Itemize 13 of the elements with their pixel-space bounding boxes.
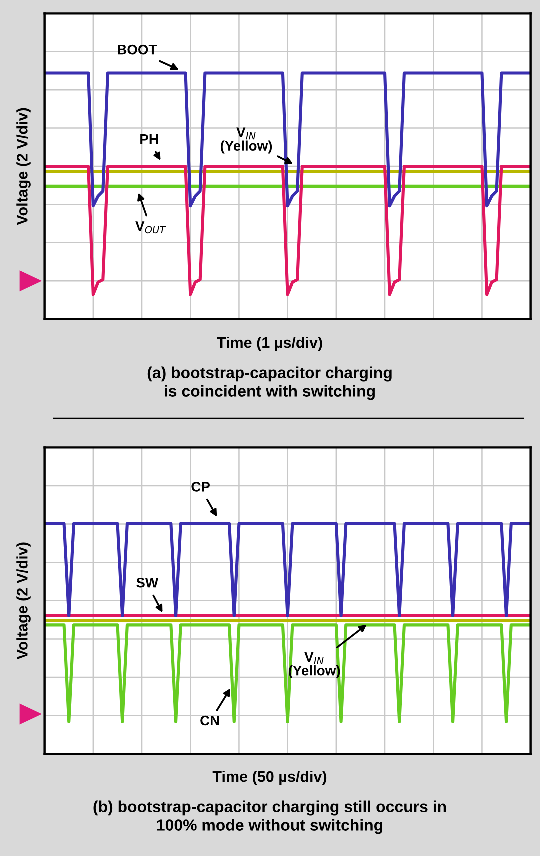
series-label: V$_{IN}$ (Yellow) bbox=[220, 128, 272, 154]
series-label: PH bbox=[140, 134, 158, 144]
text: (b) bootstrap-capacitor charging still occurs in 100% mode without switching bbox=[94, 800, 446, 834]
text: V$_{OUT}$ bbox=[136, 222, 166, 234]
x-axis-title: Time (1 µs/div) bbox=[217, 336, 322, 352]
series-label: BOOT bbox=[118, 44, 158, 55]
y-axis-title: Voltage (2 V/div) bbox=[16, 542, 31, 660]
y-axis-title: Voltage (2 V/div) bbox=[16, 108, 31, 226]
text: SW bbox=[136, 578, 159, 588]
text: (a) bootstrap-capacitor charging is coincident with switching bbox=[148, 366, 392, 400]
text: CP bbox=[192, 482, 210, 492]
x-axis-title: Time (50 µs/div) bbox=[212, 770, 327, 786]
series-label: CN bbox=[200, 716, 220, 726]
